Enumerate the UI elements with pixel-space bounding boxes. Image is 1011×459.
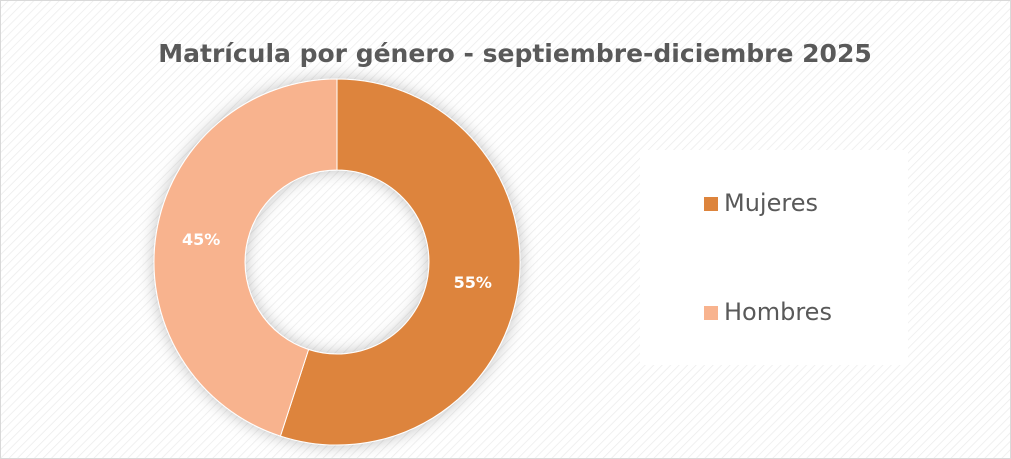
slice: [279, 78, 521, 446]
legend-swatch: [704, 197, 718, 211]
legend-label: Mujeres: [724, 189, 818, 217]
donut: [153, 78, 521, 446]
legend-label: Hombres: [724, 298, 832, 326]
data-label: 45%: [182, 230, 220, 249]
data-label: 55%: [454, 273, 492, 292]
legend-box: [640, 150, 908, 365]
legend-swatch: [704, 306, 718, 320]
chart-title: Matrícula por género - septiembre-diciem…: [158, 39, 872, 68]
slice: [153, 78, 338, 437]
legend: Mujeres Hombres: [704, 189, 832, 326]
